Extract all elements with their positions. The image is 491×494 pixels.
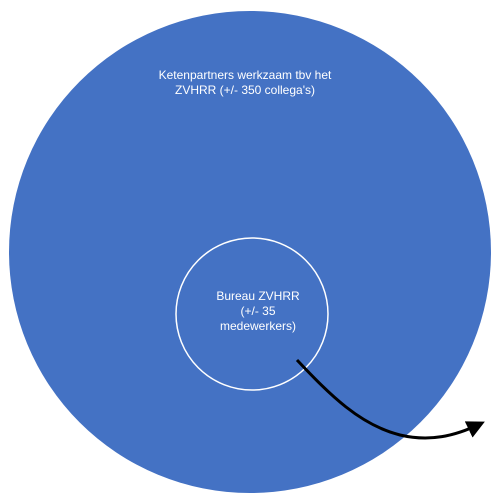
inner-circle bbox=[175, 237, 329, 391]
inner-label-line-2: (+/- 35 bbox=[240, 304, 276, 318]
outer-circle bbox=[9, 11, 491, 493]
curved-arrow bbox=[295, 358, 485, 440]
outer-circle-label: Ketenpartners werkzaam tbv het ZVHRR (+/… bbox=[120, 68, 370, 98]
inner-label-line-3: medewerkers) bbox=[219, 319, 297, 333]
outer-label-line-2: ZVHRR (+/- 350 collega's) bbox=[174, 83, 315, 97]
inner-label-line-1: Bureau ZVHRR bbox=[216, 289, 300, 303]
inner-circle-label: Bureau ZVHRR (+/- 35 medewerkers) bbox=[195, 289, 321, 334]
outer-label-line-1: Ketenpartners werkzaam tbv het bbox=[158, 68, 332, 82]
